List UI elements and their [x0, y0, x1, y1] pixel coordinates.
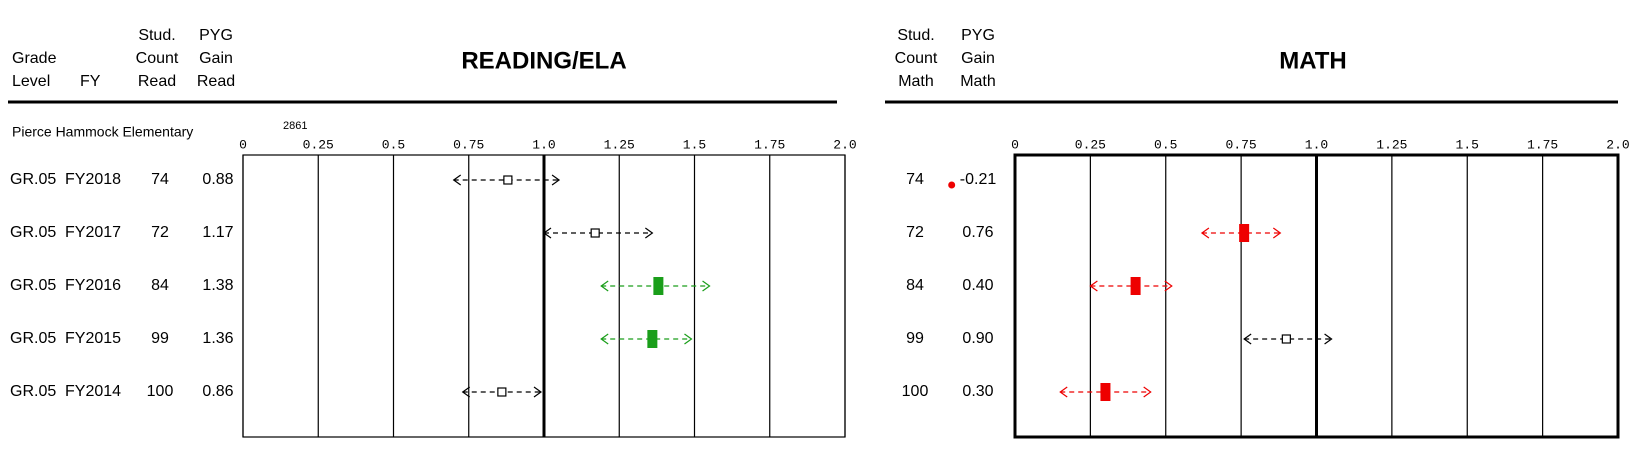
x-tick-label: 0.25	[1075, 137, 1106, 152]
column-header: Math	[898, 73, 934, 90]
x-tick-label: 1.25	[1376, 137, 1407, 152]
interval-high	[1324, 333, 1333, 345]
grade-label: GR.05	[10, 171, 56, 188]
interval-high	[702, 280, 711, 292]
fy-label: FY2014	[65, 383, 121, 400]
gain-label: 0.88	[202, 171, 233, 188]
interval-low	[600, 333, 609, 345]
column-header: PYG	[961, 27, 995, 44]
annotation: 2861	[283, 120, 307, 132]
column-header: Read	[138, 73, 176, 90]
x-tick-label: 1.75	[1527, 137, 1558, 152]
x-tick-label: 0	[239, 137, 247, 152]
interval-high	[1143, 386, 1152, 398]
column-header: Gain	[199, 50, 233, 67]
interval-high	[1164, 280, 1173, 292]
fy-label: FY2017	[65, 224, 121, 241]
gain-label: 0.90	[962, 330, 993, 347]
column-header: PYG	[199, 27, 233, 44]
grade-label: GR.05	[10, 224, 56, 241]
x-tick-label: 1.75	[754, 137, 785, 152]
column-header: Count	[895, 50, 938, 67]
gain-label: 0.76	[962, 224, 993, 241]
interval-low	[600, 280, 609, 292]
count-label: 74	[151, 171, 169, 188]
column-header: Stud.	[897, 27, 934, 44]
interval-low	[452, 174, 462, 186]
point	[1239, 224, 1250, 242]
count-label: 84	[906, 277, 924, 294]
gain-label: 1.38	[202, 277, 233, 294]
gain-label: 0.40	[962, 277, 993, 294]
interval-low	[461, 386, 471, 398]
interval-low	[1243, 333, 1252, 345]
x-tick-label: 0.75	[1226, 137, 1257, 152]
school-name: Pierce Hammock Elementary	[12, 124, 193, 140]
point	[497, 387, 507, 397]
x-tick-label: 1.5	[683, 137, 706, 152]
x-tick-label: 0.75	[453, 137, 484, 152]
point	[653, 277, 664, 295]
column-header: Read	[197, 73, 235, 90]
interval-low	[542, 227, 552, 239]
x-tick-label: 0.5	[1154, 137, 1177, 152]
interval-low	[1200, 227, 1210, 239]
chart-title: READING/ELA	[461, 47, 626, 74]
interval-high	[645, 227, 654, 239]
grade-label: GR.05	[10, 330, 56, 347]
point	[948, 181, 956, 189]
point	[503, 175, 513, 185]
count-label: 84	[151, 277, 169, 294]
grade-label: GR.05	[10, 383, 56, 400]
column-header: FY	[80, 73, 101, 90]
fy-label: FY2015	[65, 330, 121, 347]
chart-title: MATH	[1279, 47, 1347, 74]
point	[590, 228, 600, 238]
x-tick-label: 2.0	[1606, 137, 1629, 152]
column-header: Stud.	[138, 27, 175, 44]
interval-high	[684, 333, 693, 345]
column-header: Count	[136, 50, 179, 67]
fy-label: FY2016	[65, 277, 121, 294]
x-tick-label: 2.0	[833, 137, 856, 152]
interval-low	[1089, 280, 1098, 292]
count-label: 100	[147, 383, 174, 400]
count-label: 74	[906, 171, 924, 188]
column-header: Grade	[12, 50, 57, 67]
x-tick-label: 1.5	[1456, 137, 1479, 152]
x-tick-label: 1.0	[1305, 137, 1328, 152]
count-label: 72	[906, 224, 924, 241]
gain-label: -0.21	[960, 171, 997, 188]
point	[1100, 383, 1111, 401]
x-tick-label: 1.25	[604, 137, 635, 152]
column-header: Math	[960, 73, 996, 90]
column-header: Level	[12, 73, 50, 90]
count-label: 100	[902, 383, 929, 400]
interval-high	[1272, 227, 1282, 239]
gain-label: 0.86	[202, 383, 233, 400]
count-label: 99	[906, 330, 924, 347]
count-label: 99	[151, 330, 169, 347]
grade-label: GR.05	[10, 277, 56, 294]
gain-label: 1.36	[202, 330, 233, 347]
interval-high	[533, 386, 543, 398]
gain-label: 1.17	[202, 224, 233, 241]
x-tick-label: 0.5	[382, 137, 405, 152]
x-tick-label: 0	[1011, 137, 1019, 152]
count-label: 72	[151, 224, 169, 241]
interval-low	[1059, 386, 1068, 398]
point	[1281, 334, 1291, 344]
interval-high	[551, 174, 561, 186]
point	[1130, 277, 1141, 295]
x-tick-label: 0.25	[303, 137, 334, 152]
gain-label: 0.30	[962, 383, 993, 400]
x-tick-label: 1.0	[532, 137, 555, 152]
fy-label: FY2018	[65, 171, 121, 188]
column-header: Gain	[961, 50, 995, 67]
point	[647, 330, 658, 348]
